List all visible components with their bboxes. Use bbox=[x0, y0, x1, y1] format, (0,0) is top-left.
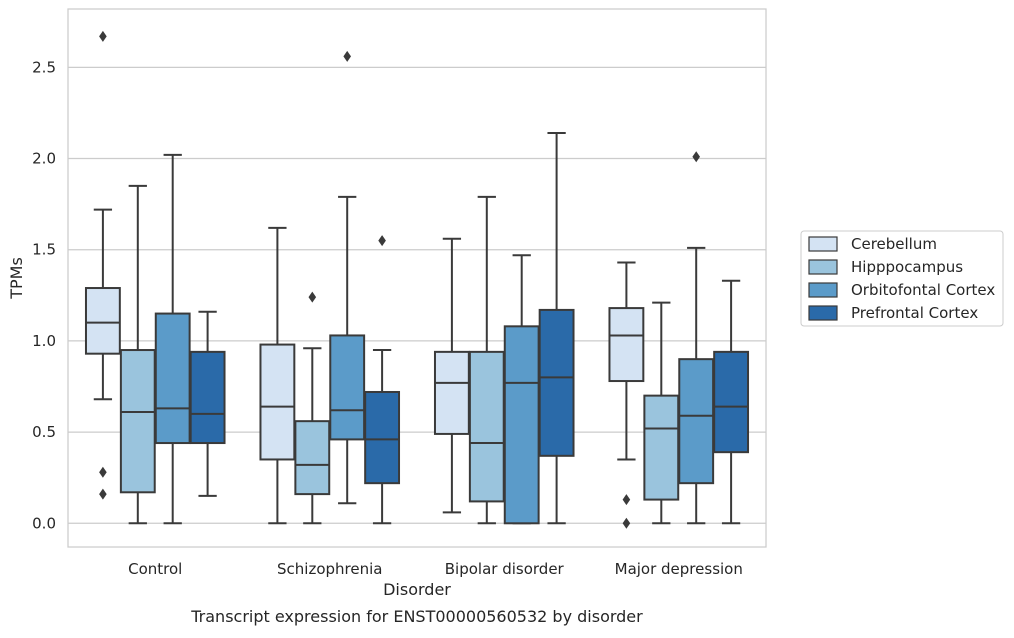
box-iqr bbox=[678, 358, 715, 485]
legend-label: Hipppocampus bbox=[851, 258, 963, 276]
outlier-point bbox=[99, 488, 107, 500]
x-tick-label: Major depression bbox=[615, 560, 743, 578]
box-cerebellum bbox=[259, 226, 296, 525]
outlier-point bbox=[378, 235, 386, 247]
y-tick-label: 0.5 bbox=[32, 423, 56, 441]
box-iqr bbox=[119, 349, 156, 494]
y-tick-labels: 0.0 0.5 1.0 1.5 2.0 2.5 bbox=[32, 58, 56, 532]
box-iqr bbox=[503, 325, 540, 525]
outlier-point bbox=[99, 466, 107, 478]
box-cerebellum bbox=[84, 30, 121, 500]
box-iqr bbox=[189, 350, 226, 445]
box-orbitofontal-cortex bbox=[329, 50, 366, 505]
box-iqr bbox=[294, 420, 331, 496]
x-axis-title: Disorder bbox=[383, 580, 451, 599]
x-tick-labels: Control Schizophrenia Bipolar disorder Majo… bbox=[128, 560, 743, 578]
outlier-point bbox=[308, 291, 317, 303]
legend-swatch bbox=[808, 259, 838, 275]
box-iqr bbox=[538, 308, 575, 457]
figure-caption: Transcript expression for ENST0000056053… bbox=[190, 607, 643, 626]
box-iqr bbox=[329, 334, 366, 441]
box-orbitofontal-cortex bbox=[503, 254, 540, 525]
legend: Cerebellum Hipppocampus Orbitofontal Corte… bbox=[800, 230, 1004, 327]
legend-swatch bbox=[808, 305, 838, 321]
y-tick-label: 2.5 bbox=[32, 58, 56, 76]
outlier-point bbox=[99, 30, 107, 42]
legend-label: Cerebellum bbox=[851, 235, 937, 253]
legend-frame bbox=[800, 230, 1004, 327]
box-iqr bbox=[259, 343, 296, 461]
box-hipppocampus bbox=[294, 291, 331, 525]
outlier-point bbox=[343, 50, 351, 62]
y-axis-title: TPMs bbox=[7, 257, 26, 300]
box-cerebellum bbox=[433, 237, 470, 514]
legend-label: Prefrontal Cortex bbox=[851, 304, 978, 322]
box-prefrontal-cortex bbox=[189, 310, 226, 497]
box-prefrontal-cortex bbox=[538, 132, 575, 525]
box-orbitofontal-cortex bbox=[678, 151, 715, 525]
legend-swatch bbox=[808, 236, 838, 252]
legend-label: Orbitofontal Cortex bbox=[851, 281, 995, 299]
outlier-point bbox=[622, 517, 631, 529]
box-hipppocampus bbox=[468, 195, 505, 525]
box-cerebellum bbox=[608, 261, 645, 529]
box-iqr bbox=[364, 390, 401, 485]
box-iqr bbox=[84, 287, 121, 355]
box-hipppocampus bbox=[643, 301, 680, 525]
box-iqr bbox=[643, 394, 680, 501]
x-tick-label: Schizophrenia bbox=[277, 560, 382, 578]
box-hipppocampus bbox=[119, 184, 156, 525]
box-groups bbox=[84, 30, 750, 529]
y-tick-label: 1.0 bbox=[32, 332, 56, 350]
outlier-point bbox=[622, 494, 631, 506]
box-iqr bbox=[154, 312, 191, 445]
x-tick-label: Control bbox=[128, 560, 182, 578]
box-orbitofontal-cortex bbox=[154, 153, 191, 525]
y-tick-label: 0.0 bbox=[32, 514, 56, 532]
x-tick-label: Bipolar disorder bbox=[445, 560, 565, 578]
plot-frame bbox=[67, 8, 767, 548]
y-tick-label: 1.5 bbox=[32, 241, 56, 259]
box-iqr bbox=[468, 350, 505, 503]
legend-swatch bbox=[808, 282, 838, 298]
box-iqr bbox=[713, 350, 750, 454]
outlier-point bbox=[692, 151, 700, 163]
y-tick-label: 2.0 bbox=[32, 150, 56, 168]
box-prefrontal-cortex bbox=[713, 279, 750, 525]
box-iqr bbox=[608, 307, 645, 383]
box-iqr bbox=[433, 350, 470, 435]
box-prefrontal-cortex bbox=[364, 235, 401, 525]
